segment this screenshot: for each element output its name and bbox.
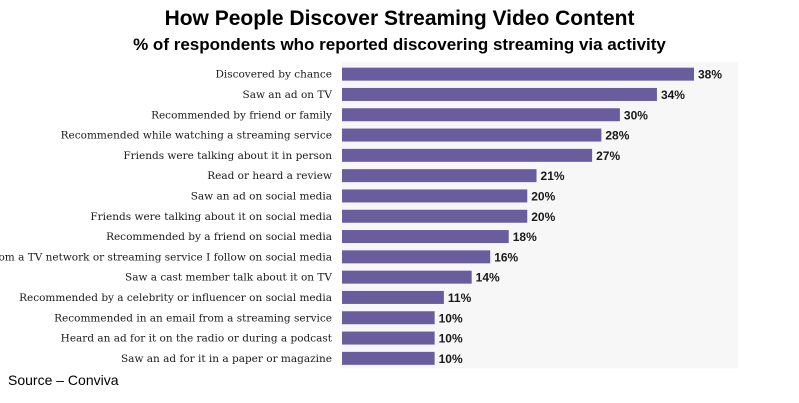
category-label: Read or heard a review	[207, 170, 332, 182]
category-label: Discovered by chance	[215, 69, 332, 81]
value-label: 10%	[439, 311, 463, 325]
bar	[342, 108, 620, 122]
category-label: Heard an ad for it on the radio or durin…	[61, 333, 333, 345]
bar	[342, 290, 444, 304]
value-label: 10%	[439, 332, 463, 346]
category-label: Recommended in an email from a streaming…	[54, 312, 332, 324]
bar	[342, 311, 435, 325]
category-label: Saw an ad on social media	[191, 190, 332, 202]
value-label: 11%	[448, 291, 472, 305]
bar	[342, 87, 657, 101]
bar	[342, 250, 491, 264]
value-label: 14%	[476, 271, 500, 285]
value-label: 30%	[624, 108, 648, 122]
category-label: Recommended by a friend on social media	[106, 231, 332, 243]
bar	[342, 128, 602, 142]
value-label: 20%	[531, 210, 555, 224]
bar	[342, 230, 509, 244]
bar	[342, 351, 435, 365]
bar	[342, 148, 593, 162]
value-label: 10%	[439, 352, 463, 366]
value-label: 34%	[661, 88, 685, 102]
category-label: Saw an ad on TV	[243, 89, 333, 101]
value-label: 16%	[494, 250, 518, 264]
category-label: Recommended by a celebrity or influencer…	[19, 292, 332, 304]
bar	[342, 331, 435, 345]
category-label: Friends were talking about it in person	[123, 150, 332, 162]
value-label: 20%	[531, 189, 555, 203]
value-label: 28%	[605, 129, 629, 143]
category-label: Friends were talking about it on social …	[90, 211, 332, 223]
category-label: Recommended while watching a streaming s…	[61, 130, 332, 142]
bar	[342, 209, 528, 223]
bar	[342, 169, 537, 183]
value-label: 38%	[698, 68, 722, 82]
bar	[342, 67, 694, 81]
value-label: 21%	[541, 169, 565, 183]
category-label: Saw an ad for it in a paper or magazine	[121, 353, 332, 365]
value-label: 27%	[596, 149, 620, 163]
chart-title: How People Discover Streaming Video Cont…	[164, 7, 635, 30]
chart-subtitle: % of respondents who reported discoverin…	[133, 35, 666, 54]
bar	[342, 189, 528, 203]
category-label: Saw a cast member talk about it on TV	[125, 272, 332, 284]
category-label: Recommended by friend or family	[151, 109, 332, 121]
value-label: 18%	[513, 230, 537, 244]
category-label: Post from a TV network or streaming serv…	[0, 251, 332, 263]
source-note: Source – Conviva	[8, 372, 119, 388]
bar	[342, 270, 472, 284]
